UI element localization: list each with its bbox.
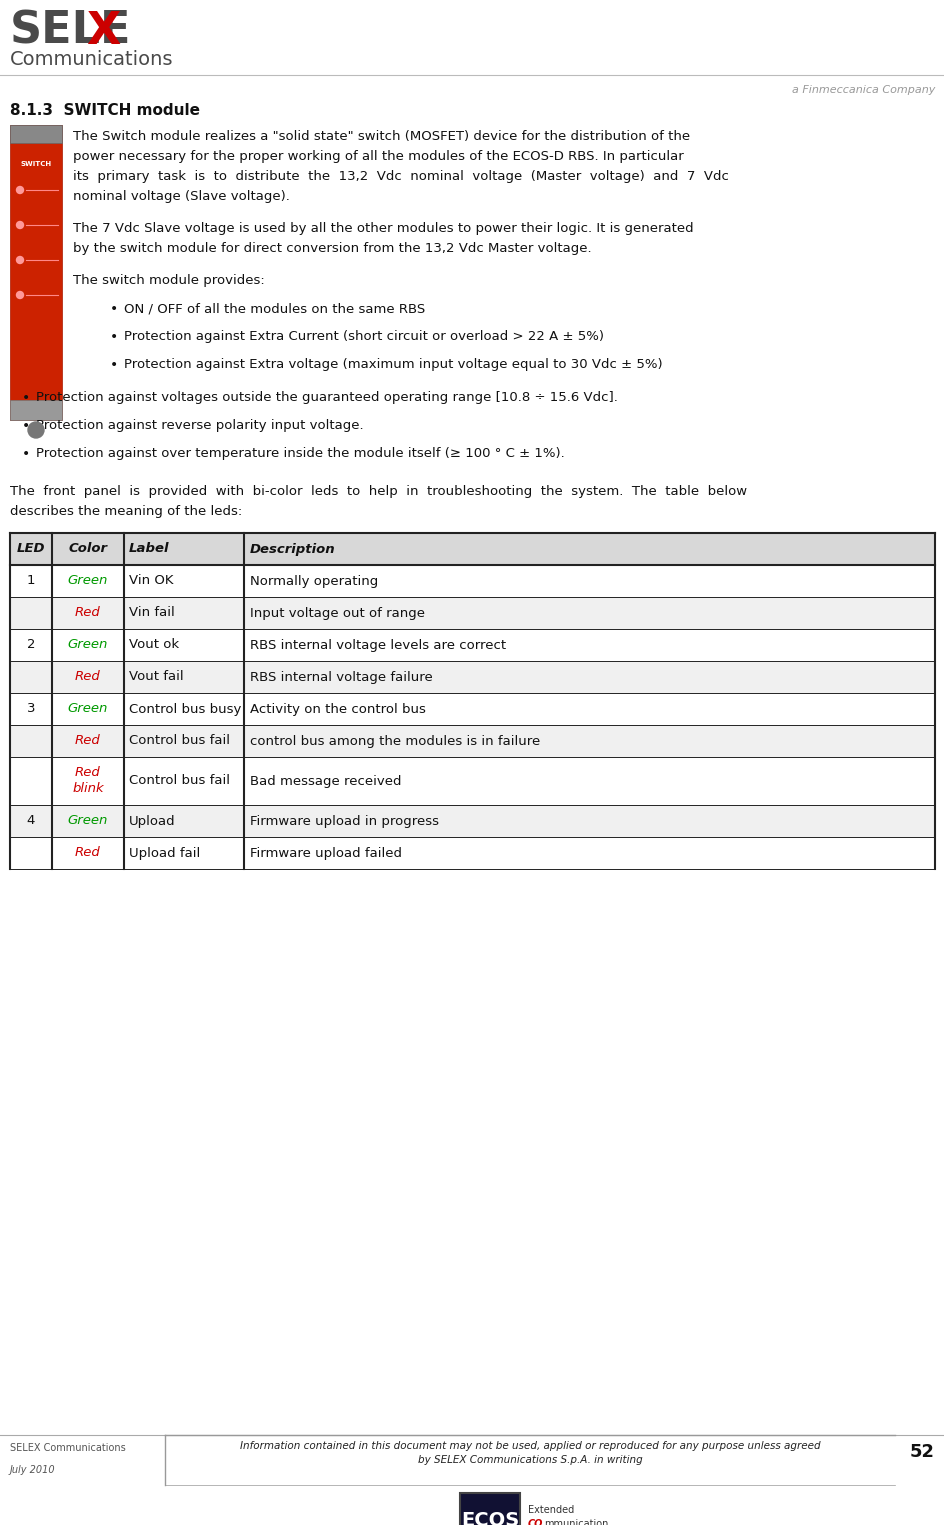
Text: Control bus fail: Control bus fail: [129, 775, 229, 787]
Circle shape: [16, 256, 24, 264]
Text: 2: 2: [26, 639, 35, 651]
Bar: [10, 400, 62, 419]
Text: Activity on the control bus: Activity on the control bus: [250, 703, 426, 715]
Bar: [460, 1493, 519, 1525]
Bar: [10, 805, 934, 837]
Bar: [10, 724, 934, 756]
Text: a Finmeccanica Company: a Finmeccanica Company: [791, 85, 934, 95]
Bar: [10, 125, 62, 419]
Text: describes the meaning of the leds:: describes the meaning of the leds:: [10, 505, 242, 518]
Text: •: •: [110, 329, 118, 345]
Text: power necessary for the proper working of all the modules of the ECOS-D RBS. In : power necessary for the proper working o…: [73, 149, 683, 163]
Text: Protection against voltages outside the guaranteed operating range [10.8 ÷ 15.6 : Protection against voltages outside the …: [36, 390, 617, 404]
Text: Red: Red: [75, 671, 101, 683]
Bar: [10, 660, 934, 692]
Bar: [10, 534, 934, 564]
Text: Firmware upload in progress: Firmware upload in progress: [250, 814, 439, 828]
Text: mmunication: mmunication: [544, 1519, 608, 1525]
Text: Label: Label: [129, 543, 169, 555]
Text: Extended: Extended: [528, 1505, 574, 1514]
Bar: [10, 596, 934, 628]
Bar: [10, 756, 934, 805]
Text: RBS internal voltage levels are correct: RBS internal voltage levels are correct: [250, 639, 506, 651]
Text: July 2010: July 2010: [10, 1466, 56, 1475]
Bar: [10, 564, 934, 596]
Text: Communications: Communications: [10, 50, 174, 69]
Text: Upload: Upload: [129, 814, 176, 828]
Text: •: •: [110, 358, 118, 372]
Bar: [10, 837, 934, 869]
Text: •: •: [22, 390, 30, 406]
Text: Vin fail: Vin fail: [129, 607, 175, 619]
Text: SELEX Communications: SELEX Communications: [10, 1443, 126, 1453]
Text: ECOS: ECOS: [461, 1511, 518, 1525]
Text: •: •: [110, 302, 118, 316]
Text: Bad message received: Bad message received: [250, 775, 401, 787]
Text: Description: Description: [250, 543, 335, 555]
Text: Protection against Extra Current (short circuit or overload > 22 A ± 5%): Protection against Extra Current (short …: [124, 329, 603, 343]
Bar: [10, 125, 62, 143]
Text: Control bus fail: Control bus fail: [129, 735, 229, 747]
Text: Protection against reverse polarity input voltage.: Protection against reverse polarity inpu…: [36, 419, 363, 432]
Text: 3: 3: [26, 703, 35, 715]
Text: Green: Green: [68, 814, 108, 828]
Circle shape: [28, 422, 44, 438]
Text: Green: Green: [68, 703, 108, 715]
Text: LED: LED: [17, 543, 45, 555]
Text: Normally operating: Normally operating: [250, 575, 378, 587]
Text: Protection against over temperature inside the module itself (≥ 100 ° C ± 1%).: Protection against over temperature insi…: [36, 447, 565, 461]
Circle shape: [16, 221, 24, 229]
Text: The switch module provides:: The switch module provides:: [73, 274, 264, 287]
Text: nominal voltage (Slave voltage).: nominal voltage (Slave voltage).: [73, 191, 290, 203]
Text: Green: Green: [68, 575, 108, 587]
Circle shape: [16, 291, 24, 299]
Text: The  front  panel  is  provided  with  bi-color  leds  to  help  in  troubleshoo: The front panel is provided with bi-colo…: [10, 485, 747, 499]
Text: Red
blink: Red blink: [72, 767, 104, 796]
Text: Red: Red: [75, 846, 101, 860]
Text: 1: 1: [26, 575, 35, 587]
Text: RBS internal voltage failure: RBS internal voltage failure: [250, 671, 432, 683]
Text: Red: Red: [75, 735, 101, 747]
Text: Protection against Extra voltage (maximum input voltage equal to 30 Vdc ± 5%): Protection against Extra voltage (maximu…: [124, 358, 662, 371]
Text: Firmware upload failed: Firmware upload failed: [250, 846, 401, 860]
Text: Control bus busy: Control bus busy: [129, 703, 241, 715]
Text: control bus among the modules is in failure: control bus among the modules is in fail…: [250, 735, 540, 747]
Text: Information contained in this document may not be used, applied or reproduced fo: Information contained in this document m…: [240, 1441, 819, 1450]
Text: Input voltage out of range: Input voltage out of range: [250, 607, 425, 619]
Text: 8.1.3  SWITCH module: 8.1.3 SWITCH module: [10, 104, 200, 117]
Text: 52: 52: [909, 1443, 934, 1461]
Text: Vout fail: Vout fail: [129, 671, 183, 683]
Text: •: •: [22, 447, 30, 461]
Text: 4: 4: [26, 814, 35, 828]
Text: by SELEX Communications S.p.A. in writing: by SELEX Communications S.p.A. in writin…: [417, 1455, 642, 1466]
Text: its  primary  task  is  to  distribute  the  13,2  Vdc  nominal  voltage  (Maste: its primary task is to distribute the 13…: [73, 169, 728, 183]
Text: ON / OFF of all the modules on the same RBS: ON / OFF of all the modules on the same …: [124, 302, 425, 316]
Text: X: X: [86, 11, 120, 53]
Text: Color: Color: [68, 543, 108, 555]
Text: CO: CO: [528, 1519, 543, 1525]
Text: The Switch module realizes a "solid state" switch (MOSFET) device for the distri: The Switch module realizes a "solid stat…: [73, 130, 689, 143]
Text: •: •: [22, 419, 30, 433]
Text: Vout ok: Vout ok: [129, 639, 179, 651]
Bar: [10, 628, 934, 660]
Text: Red: Red: [75, 607, 101, 619]
Circle shape: [16, 186, 24, 194]
Bar: [10, 692, 934, 724]
Text: SWITCH: SWITCH: [21, 162, 52, 168]
Text: by the switch module for direct conversion from the 13,2 Vdc Master voltage.: by the switch module for direct conversi…: [73, 242, 591, 255]
Text: SELE: SELE: [10, 11, 131, 53]
Text: Upload fail: Upload fail: [129, 846, 200, 860]
Text: The 7 Vdc Slave voltage is used by all the other modules to power their logic. I: The 7 Vdc Slave voltage is used by all t…: [73, 223, 693, 235]
Text: Green: Green: [68, 639, 108, 651]
Text: Vin OK: Vin OK: [129, 575, 174, 587]
